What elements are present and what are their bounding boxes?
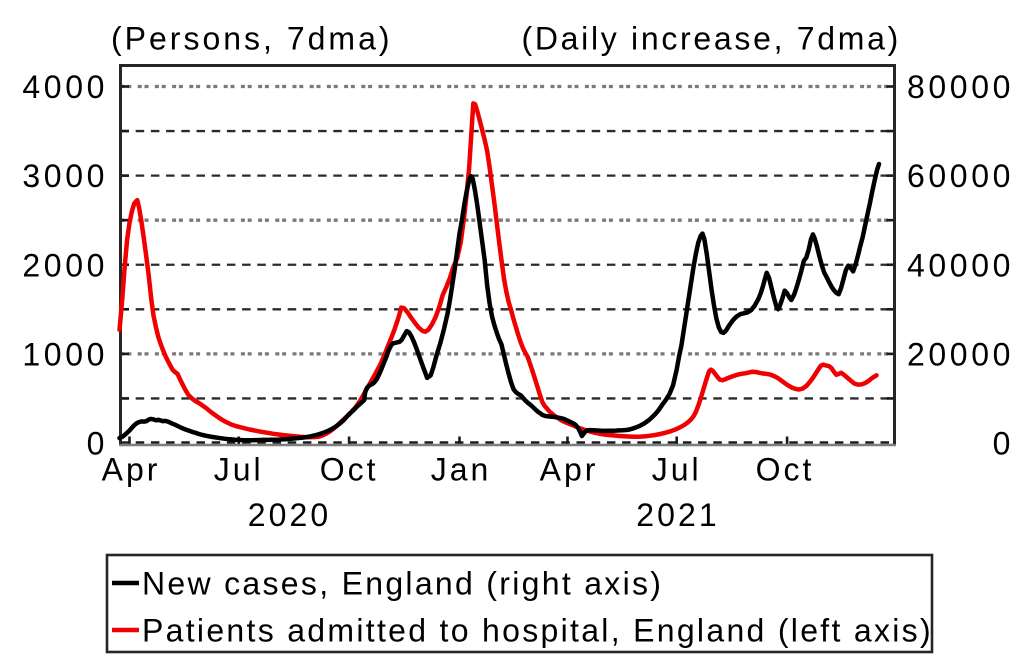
svg-text:Jan: Jan (431, 452, 492, 488)
svg-text:Jul: Jul (214, 452, 264, 488)
svg-text:2000: 2000 (22, 247, 108, 283)
svg-text:40000: 40000 (907, 247, 1014, 283)
svg-text:0: 0 (87, 426, 108, 462)
svg-text:Apr: Apr (102, 452, 161, 488)
svg-text:Oct: Oct (320, 452, 379, 488)
svg-text:2021: 2021 (636, 497, 720, 533)
svg-text:Jul: Jul (652, 452, 702, 488)
svg-text:Apr: Apr (540, 452, 599, 488)
svg-text:2020: 2020 (248, 497, 332, 533)
svg-text:Oct: Oct (756, 452, 815, 488)
svg-text:New cases, England (right axis: New cases, England (right axis) (142, 566, 663, 602)
svg-text:Patients admitted to hospital,: Patients admitted to hospital, England (… (142, 613, 933, 649)
svg-text:4000: 4000 (22, 69, 108, 105)
svg-text:(Persons, 7dma): (Persons, 7dma) (111, 21, 393, 57)
svg-text:60000: 60000 (907, 158, 1014, 194)
svg-text:(Daily increase, 7dma): (Daily increase, 7dma) (521, 21, 901, 57)
svg-text:3000: 3000 (22, 158, 108, 194)
svg-text:20000: 20000 (907, 337, 1014, 373)
svg-text:0: 0 (993, 426, 1014, 462)
svg-text:1000: 1000 (22, 337, 108, 373)
svg-text:80000: 80000 (907, 69, 1014, 105)
